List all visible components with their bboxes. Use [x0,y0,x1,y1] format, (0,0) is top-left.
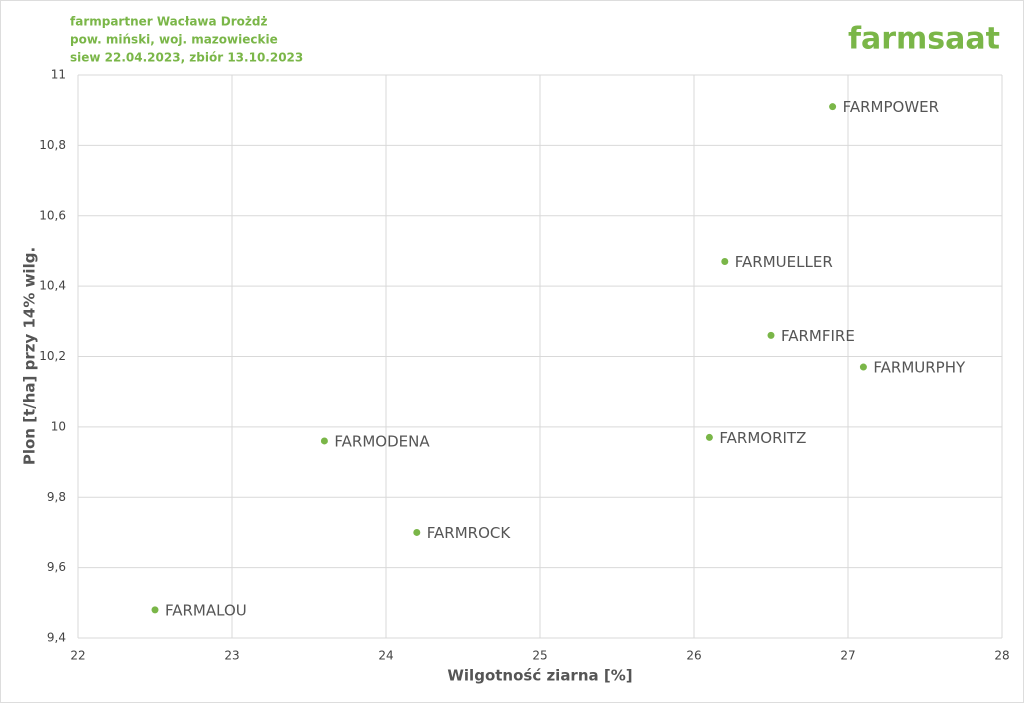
logo: farmsaat [848,22,1000,57]
y-tick-label: 9,4 [47,631,66,645]
x-tick-label: 26 [686,649,701,663]
x-tick-label: 23 [224,649,239,663]
point [829,103,837,111]
x-tick-label: 27 [840,649,855,663]
point [320,437,328,445]
y-tick-label: 10 [51,419,66,433]
point [721,257,729,265]
point [151,606,159,614]
chart-subtitle: pow. miński, woj. mazowieckie [70,33,278,47]
point-label: FARMROCK [427,524,512,542]
y-tick-label: 10,6 [39,208,66,222]
point-label: FARMODENA [334,432,430,450]
chart-title: farmpartner Wacława Drożdż [70,15,267,29]
point-label: FARMFIRE [781,327,855,345]
chart-subtitle: siew 22.04.2023, zbiór 13.10.2023 [70,51,303,65]
point-label: FARMPOWER [843,98,939,116]
point-label: FARMURPHY [873,359,966,377]
y-tick-label: 10,8 [39,138,66,152]
point-label: FARMALOU [165,601,247,619]
y-tick-label: 10,2 [39,349,66,363]
x-tick-label: 25 [532,649,547,663]
y-tick-label: 9,8 [47,490,66,504]
point [859,363,867,371]
x-axis-label: Wilgotność ziarna [%] [447,667,632,685]
point [413,528,421,536]
y-tick-label: 11 [51,68,66,82]
x-tick-label: 22 [70,649,85,663]
point [767,331,775,339]
y-tick-label: 10,4 [39,279,66,293]
point-label: FARMUELLER [735,253,833,271]
x-tick-label: 28 [994,649,1009,663]
point-label: FARMORITZ [719,429,806,447]
y-tick-label: 9,6 [47,560,66,574]
point [705,433,713,441]
x-tick-label: 24 [378,649,393,663]
y-axis-label: Plon [t/ha] przy 14% wilg. [21,247,39,465]
